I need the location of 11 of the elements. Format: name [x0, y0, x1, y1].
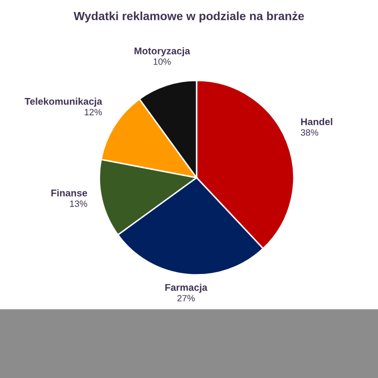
slice-label: Motoryzacja — [134, 47, 190, 56]
chart-title: Wydatki reklamowe w podziale na branże — [74, 12, 304, 23]
slice-label: Handel — [301, 118, 332, 126]
data-label: 13% — [70, 200, 88, 207]
data-label: 38% — [300, 129, 318, 136]
data-label: 10% — [154, 58, 171, 65]
slice-label: Finanse — [51, 189, 88, 196]
data-label: 12% — [84, 108, 102, 116]
slice-label: Farmacja — [165, 284, 208, 293]
slice-label: Telekomunikacja — [24, 98, 102, 107]
data-label: 27% — [177, 294, 195, 302]
